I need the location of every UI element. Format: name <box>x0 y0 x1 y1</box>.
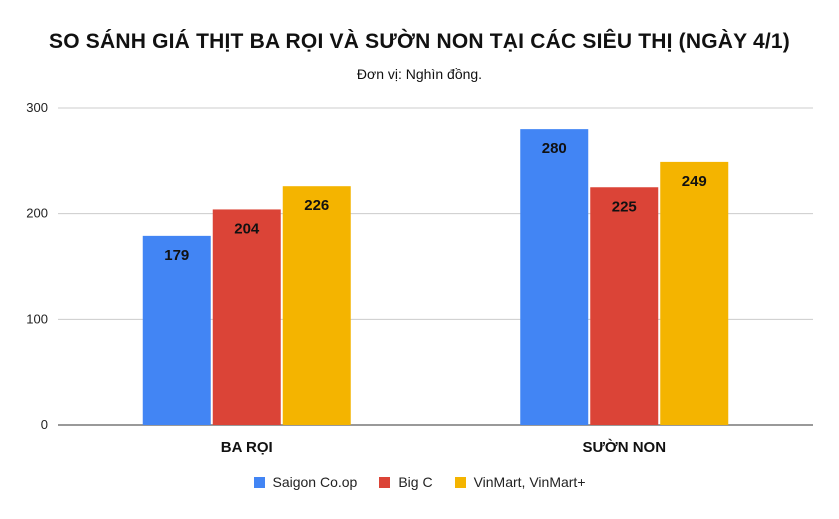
x-category-label: BA RỌI <box>221 439 273 456</box>
bar <box>590 187 659 425</box>
y-tick-label: 0 <box>41 417 48 432</box>
legend-swatch <box>454 476 466 488</box>
data-label: 280 <box>542 140 567 157</box>
legend-label: Saigon Co.op <box>272 474 358 490</box>
data-label: 204 <box>234 220 260 237</box>
chart-title: SO SÁNH GIÁ THỊT BA RỌI VÀ SƯỜN NON TẠI … <box>49 30 790 53</box>
legend-swatch <box>253 476 265 488</box>
legend-label: VinMart, VinMart+ <box>473 474 586 490</box>
legend-item: Saigon Co.op <box>253 474 358 490</box>
chart-subtitle: Đơn vị: Nghìn đồng. <box>356 66 483 82</box>
y-tick-label: 200 <box>26 206 48 221</box>
legend-item: Big C <box>379 474 433 490</box>
legend: Saigon Co.op Big C VinMart, VinMart+ <box>0 474 839 490</box>
data-label: 226 <box>304 197 329 214</box>
legend-label: Big C <box>398 474 433 490</box>
bar <box>212 209 281 425</box>
legend-swatch <box>379 476 391 488</box>
data-label: 249 <box>682 173 707 190</box>
x-category-label: SƯỜN NON <box>582 438 666 456</box>
bar <box>142 235 211 425</box>
y-tick-label: 100 <box>26 311 48 326</box>
bar <box>520 129 589 425</box>
data-label: 179 <box>164 247 189 264</box>
bar <box>282 186 351 425</box>
bar <box>660 161 729 425</box>
y-tick-label: 300 <box>26 100 48 115</box>
legend-item: VinMart, VinMart+ <box>454 474 586 490</box>
data-label: 225 <box>612 198 637 215</box>
